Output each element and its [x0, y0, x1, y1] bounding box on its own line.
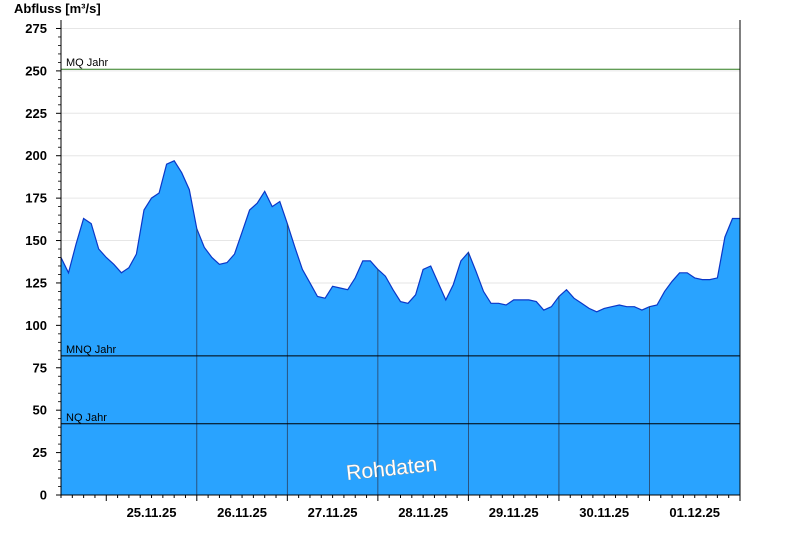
x-tick-label: 01.12.25 [669, 505, 720, 520]
y-axis: 0 25 50 75 100 125 150 175 200 225 250 275 [25, 20, 62, 503]
reference-line-label: MQ Jahr [66, 57, 109, 69]
y-tick-label: 150 [25, 233, 47, 248]
y-tick-label: 200 [25, 148, 47, 163]
reference-line-label: NQ Jahr [66, 412, 107, 424]
x-tick-label: 26.11.25 [217, 505, 267, 520]
y-tick-label: 100 [25, 318, 47, 333]
y-tick-label: 225 [25, 106, 47, 121]
y-tick-label: 0 [40, 488, 47, 503]
y-axis-title: Abfluss [m³/s] [14, 1, 101, 16]
y-tick-label: 250 [25, 63, 47, 78]
y-tick-label: 50 [33, 403, 47, 418]
x-tick-label: 30.11.25 [579, 505, 629, 520]
x-tick-label: 28.11.25 [398, 505, 448, 520]
x-tick-label: 27.11.25 [308, 505, 358, 520]
y-tick-label: 275 [25, 21, 47, 36]
y-tick-label: 175 [25, 191, 47, 206]
reference-line-label: MNQ Jahr [66, 344, 116, 356]
x-axis: 25.11.25 26.11.25 27.11.25 28.11.25 29.11.25… [60, 494, 741, 520]
y-tick-label: 75 [33, 360, 47, 375]
reference-lines: MQ Jahr MNQ Jahr NQ Jahr [61, 57, 740, 425]
y-tick-label: 25 [33, 445, 47, 460]
x-tick-label: 29.11.25 [489, 505, 539, 520]
flow-area [61, 160, 740, 496]
day-lines [196, 223, 650, 495]
y-tick-label: 125 [25, 275, 47, 290]
flow-line [60, 160, 740, 313]
x-tick-label: 25.11.25 [127, 505, 177, 520]
